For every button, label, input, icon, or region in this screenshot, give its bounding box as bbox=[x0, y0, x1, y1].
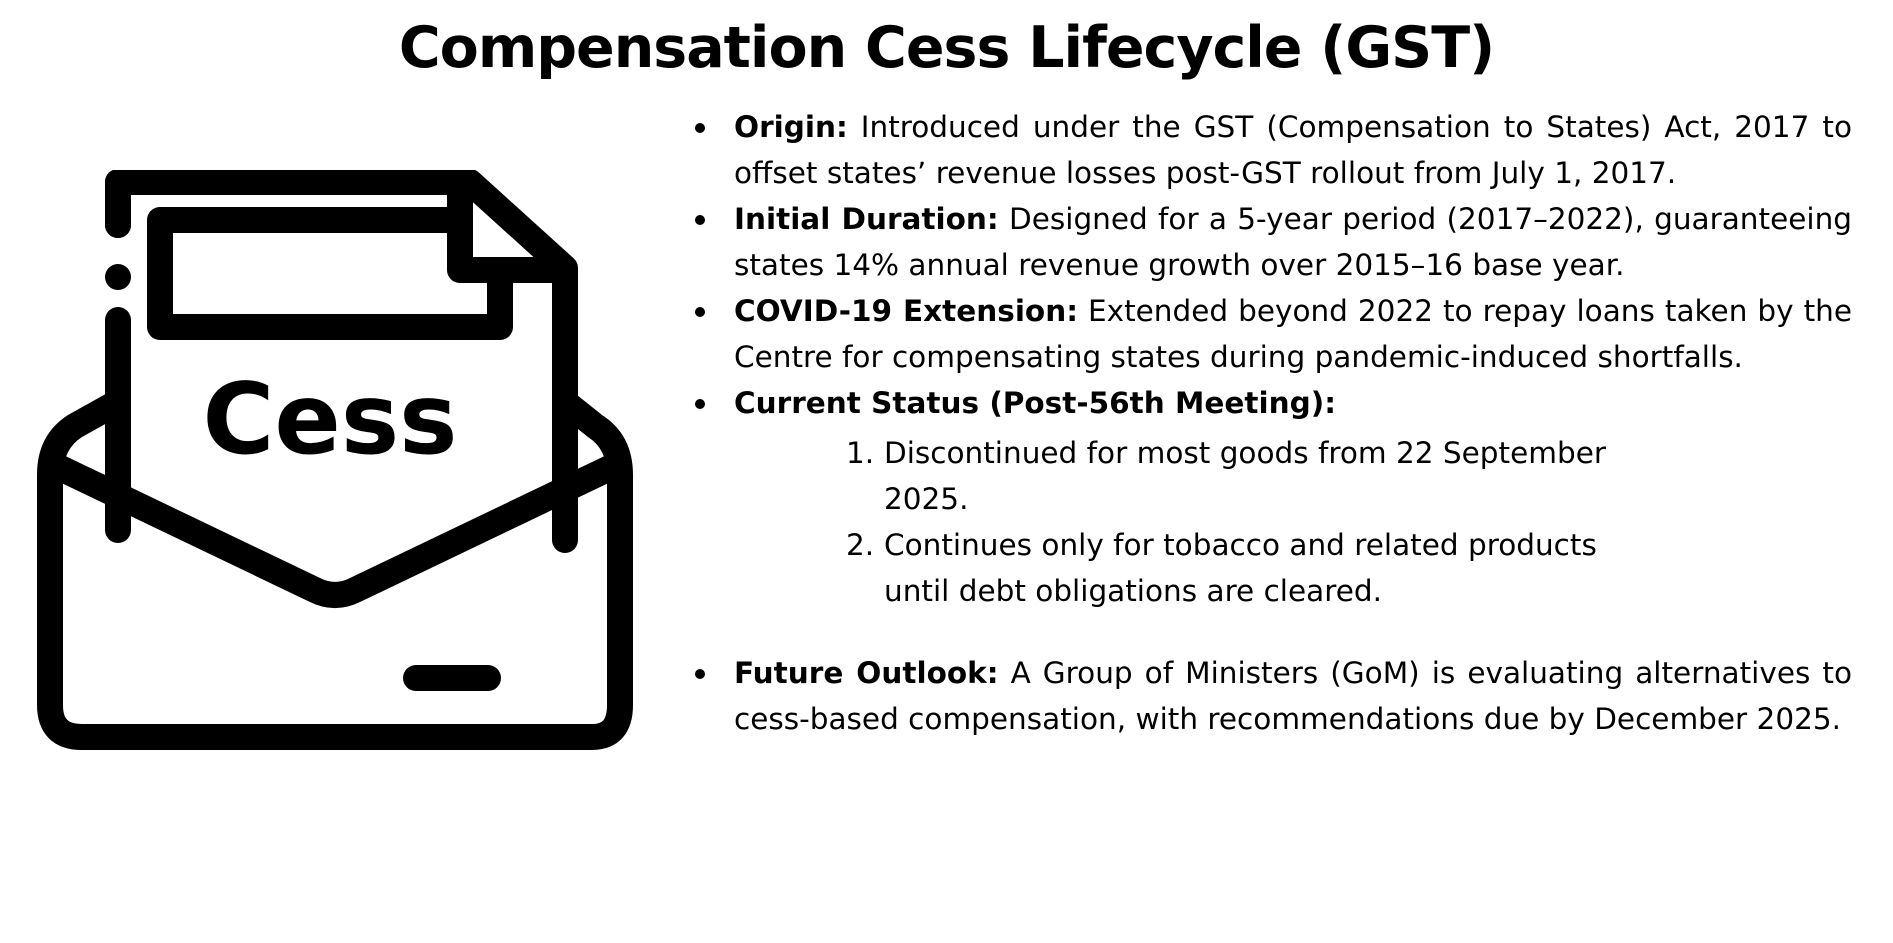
covid-extension-label: COVID-19 Extension: bbox=[734, 294, 1078, 328]
sub-list-item: 1. Discontinued for most goods from 22 Se… bbox=[846, 430, 1652, 522]
sub-item-number: 1. bbox=[846, 436, 875, 470]
initial-duration-text: Designed for a 5-year period (2017–2022)… bbox=[734, 202, 1852, 282]
list-item-covid-extension: COVID-19 Extension: Extended beyond 2022… bbox=[692, 288, 1852, 380]
future-outlook-label: Future Outlook: bbox=[734, 656, 999, 690]
list-item-future-outlook: Future Outlook: A Group of Ministers (Go… bbox=[692, 650, 1852, 742]
initial-duration-label: Initial Duration: bbox=[734, 202, 999, 236]
origin-text: Introduced under the GST (Compensation t… bbox=[734, 110, 1852, 190]
current-status-label: Current Status (Post-56th Meeting): bbox=[734, 386, 1336, 420]
cess-envelope-illustration: Cess bbox=[30, 170, 650, 870]
lifecycle-list: Origin: Introduced under the GST (Compen… bbox=[692, 104, 1852, 742]
list-item-initial-duration: Initial Duration: Designed for a 5-year … bbox=[692, 196, 1852, 288]
cess-label: Cess bbox=[202, 363, 457, 477]
page-title: Compensation Cess Lifecycle (GST) bbox=[398, 15, 1495, 81]
future-outlook-text: A Group of Ministers (GoM) is evaluating… bbox=[734, 656, 1852, 736]
origin-label: Origin: bbox=[734, 110, 848, 144]
sub-item-number: 2. bbox=[846, 528, 875, 562]
sub-item-text: Discontinued for most goods from 22 Sept… bbox=[884, 436, 1606, 516]
sub-item-text: Continues only for tobacco and related p… bbox=[884, 528, 1597, 608]
open-envelope-with-document-icon: Cess bbox=[37, 170, 633, 750]
current-status-sublist: 1. Discontinued for most goods from 22 Se… bbox=[734, 430, 1652, 614]
covid-extension-text: Extended beyond 2022 to repay loans take… bbox=[734, 294, 1852, 374]
list-item-origin: Origin: Introduced under the GST (Compen… bbox=[692, 104, 1852, 196]
lifecycle-content: Origin: Introduced under the GST (Compen… bbox=[692, 104, 1852, 742]
list-item-current-status: Current Status (Post-56th Meeting): 1. Di… bbox=[692, 380, 1852, 614]
sub-list-item: 2. Continues only for tobacco and related… bbox=[846, 522, 1652, 614]
